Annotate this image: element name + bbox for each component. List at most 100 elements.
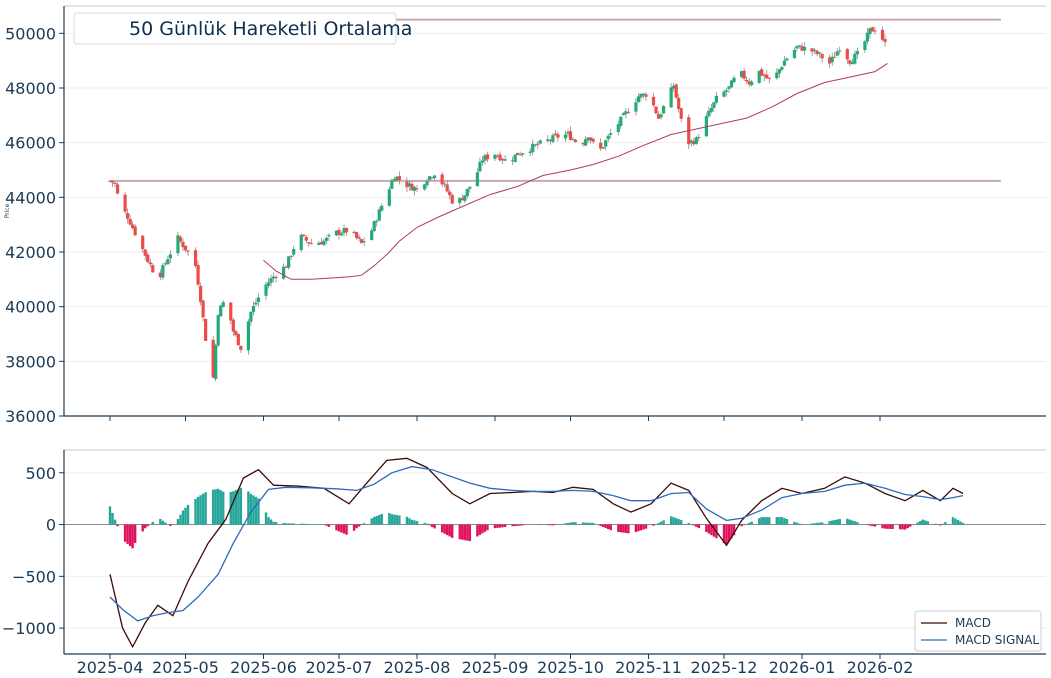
- histogram-bar-negative: [599, 524, 602, 527]
- candle-up: [478, 162, 482, 172]
- candle-down: [108, 180, 112, 182]
- histogram-bar-negative: [868, 524, 872, 526]
- candle-up: [818, 52, 822, 54]
- histogram-bar-negative: [463, 524, 467, 541]
- histogram-bar-negative: [131, 524, 134, 549]
- histogram-bar-positive: [111, 512, 114, 525]
- histogram-bar-negative: [697, 524, 701, 529]
- histogram-bar-positive: [254, 496, 258, 525]
- histogram-bar-positive: [944, 522, 947, 525]
- candle-up: [850, 62, 854, 65]
- histogram-bar-positive: [380, 513, 383, 525]
- candle-up: [714, 95, 719, 103]
- histogram-bar-negative: [518, 524, 522, 526]
- candle-down: [747, 81, 751, 85]
- histogram-bar-negative: [498, 524, 502, 528]
- candle-down: [762, 74, 766, 77]
- histogram-bar-positive: [795, 522, 799, 525]
- candle-down: [352, 231, 356, 233]
- candle-down: [186, 250, 190, 252]
- candle-up: [855, 51, 859, 55]
- candle-up: [707, 110, 711, 117]
- candle-up: [380, 205, 384, 211]
- candle-up: [317, 242, 321, 246]
- histogram-bar-positive: [853, 521, 857, 525]
- histogram-bar-positive: [184, 507, 187, 525]
- candle-up: [697, 137, 701, 139]
- histogram-bar-positive: [581, 522, 585, 525]
- candle-down: [415, 188, 419, 190]
- histogram-bar-positive: [758, 518, 761, 525]
- candle-up: [704, 116, 708, 137]
- candle-down: [742, 70, 746, 79]
- candle-up: [724, 90, 729, 92]
- candle-down: [626, 112, 630, 114]
- histogram-bar-positive: [745, 523, 748, 525]
- candle-down: [148, 262, 152, 265]
- histogram-bar-positive: [194, 498, 197, 525]
- histogram-bar-negative: [501, 524, 504, 528]
- histogram-bar-positive: [282, 522, 285, 525]
- candle-up: [390, 180, 394, 189]
- histogram-bar-positive: [851, 520, 854, 525]
- candle-down: [833, 56, 837, 58]
- histogram-bar-positive: [113, 519, 117, 525]
- candle-up: [292, 249, 296, 255]
- histogram-bar-negative: [516, 524, 519, 526]
- candle-down: [599, 142, 603, 149]
- candle-down: [274, 277, 278, 279]
- candle-down: [548, 140, 552, 142]
- histogram-bar-positive: [161, 520, 165, 525]
- candle-down: [430, 177, 434, 179]
- histogram-bar-negative: [639, 524, 643, 531]
- title-box: [73, 12, 397, 45]
- candle-up: [377, 209, 381, 221]
- histogram-bar-positive: [856, 522, 859, 525]
- histogram-bar-positive: [778, 517, 781, 525]
- histogram-bar-positive: [846, 518, 849, 525]
- candle-down: [581, 143, 585, 145]
- histogram-bar-positive: [302, 523, 305, 525]
- histogram-bar-positive: [926, 521, 930, 525]
- candle-down: [800, 45, 804, 51]
- histogram-bar-negative: [146, 524, 149, 527]
- candle-up: [425, 181, 429, 186]
- histogram-bar-negative: [468, 524, 472, 542]
- histogram-bar-positive: [388, 513, 391, 525]
- candle-down: [284, 266, 288, 268]
- candle-up: [342, 228, 346, 233]
- candle-up: [732, 77, 736, 83]
- candle-down: [239, 345, 243, 350]
- histogram-bar-negative: [891, 524, 894, 530]
- histogram-bar-positive: [284, 523, 288, 525]
- histogram-bar-negative: [604, 524, 607, 529]
- candle-down: [765, 74, 769, 79]
- candle-down: [143, 249, 147, 256]
- histogram-bar-positive: [373, 516, 376, 525]
- histogram-bar-positive: [287, 523, 290, 525]
- histogram-bar-positive: [934, 523, 937, 525]
- price-tick-label: 40000: [5, 298, 56, 317]
- histogram-bar-positive: [820, 522, 824, 525]
- histogram-bar-positive: [264, 512, 268, 525]
- histogram-bar-positive: [181, 510, 185, 525]
- histogram-bar-positive: [217, 488, 220, 525]
- candle-down: [760, 69, 764, 76]
- candle-up: [830, 56, 834, 63]
- candle-up: [586, 137, 590, 141]
- histogram-bar-negative: [169, 524, 172, 526]
- candle-up: [853, 53, 857, 64]
- legend-box: [914, 610, 1042, 652]
- candle-down: [397, 176, 401, 181]
- histogram-bar-positive: [818, 522, 821, 525]
- histogram-bar-negative: [513, 524, 517, 527]
- candle-down: [355, 232, 359, 238]
- candle-up: [624, 111, 628, 115]
- candle-up: [392, 179, 396, 181]
- candle-up: [521, 153, 525, 155]
- candle-up: [571, 139, 575, 141]
- histogram-bar-negative: [866, 524, 869, 526]
- histogram-bar-positive: [398, 515, 401, 525]
- histogram-bar-negative: [128, 524, 132, 547]
- x-tick-label: 2025-08: [384, 658, 451, 677]
